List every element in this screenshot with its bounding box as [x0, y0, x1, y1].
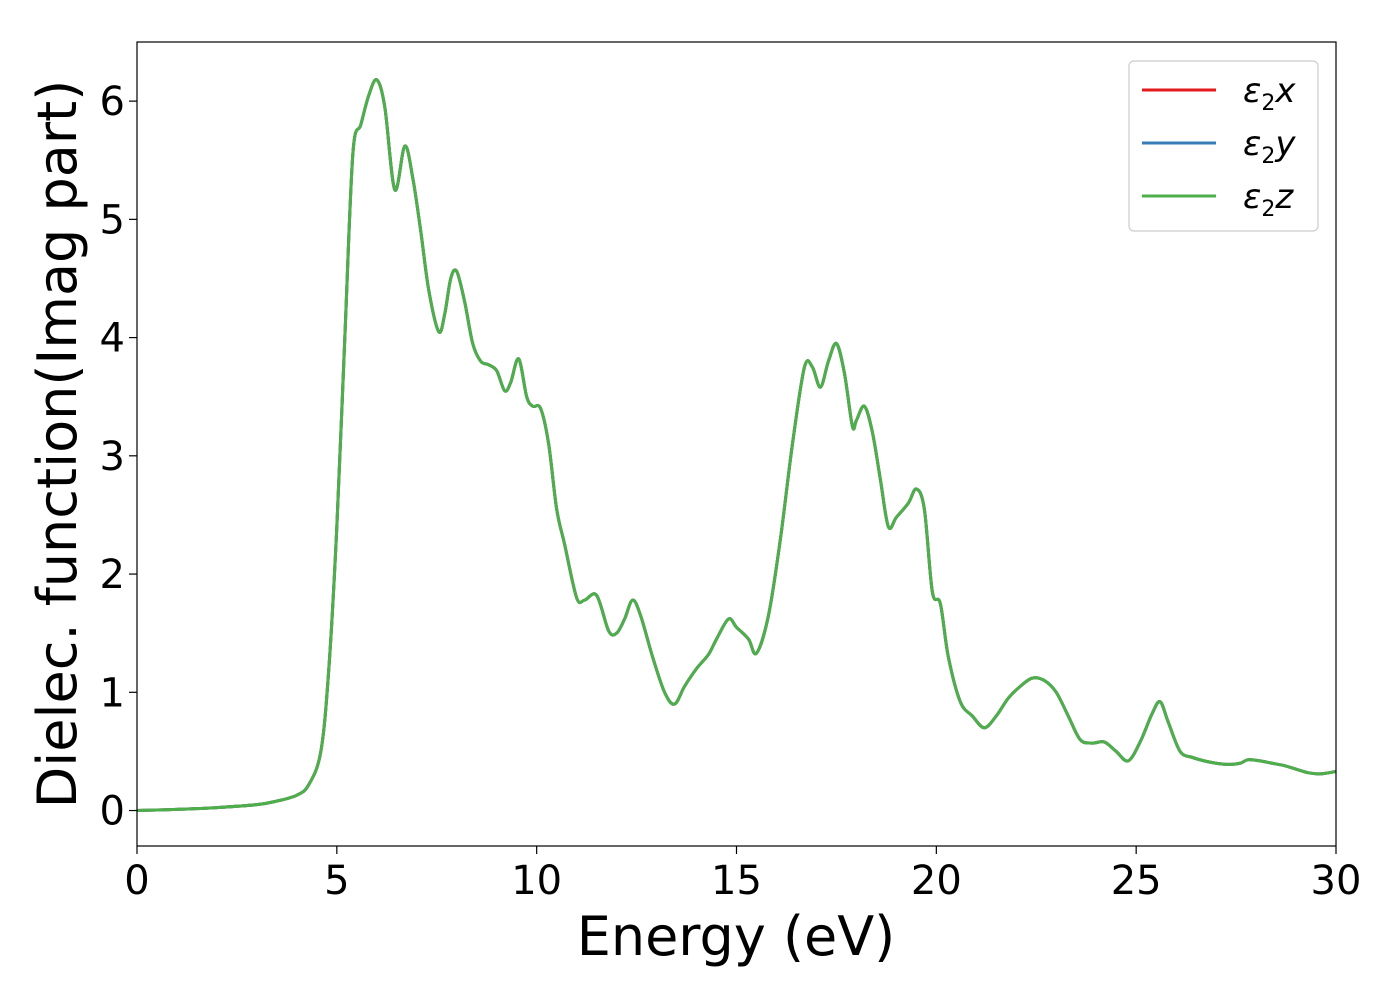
x-axis-title: Energy (eV)	[577, 905, 896, 968]
y-tick-label: 4	[100, 316, 125, 362]
series-line-3	[137, 78, 1336, 813]
legend: ε2x ε2y ε2z	[1128, 60, 1319, 232]
x-tick-label: 0	[124, 858, 149, 904]
x-tick-label: 25	[1111, 858, 1162, 904]
y-axis: 0 1 2 3 4 5 6	[100, 79, 137, 835]
series-layer	[137, 78, 1336, 813]
plot-area	[137, 78, 1336, 813]
y-tick-label: 1	[100, 670, 125, 716]
legend-label: ε2z	[1243, 177, 1294, 222]
x-tick-label: 5	[324, 858, 349, 904]
x-tick-label: 15	[711, 858, 762, 904]
legend-label: ε2x	[1243, 71, 1296, 116]
legend-label: ε2y	[1243, 124, 1296, 169]
y-tick-label: 5	[100, 197, 125, 243]
x-tick-label: 10	[511, 858, 562, 904]
y-tick-label: 3	[100, 434, 125, 480]
x-tick-label: 30	[1311, 858, 1362, 904]
x-axis: 0 5 10 15 20 25 30	[124, 846, 1361, 904]
legend-box	[1128, 60, 1319, 232]
y-tick-label: 2	[100, 552, 125, 598]
x-tick-label: 20	[911, 858, 962, 904]
y-tick-label: 6	[100, 79, 125, 125]
y-axis-title: Dielec. function(Imag part)	[26, 80, 89, 809]
y-tick-label: 0	[100, 789, 125, 835]
